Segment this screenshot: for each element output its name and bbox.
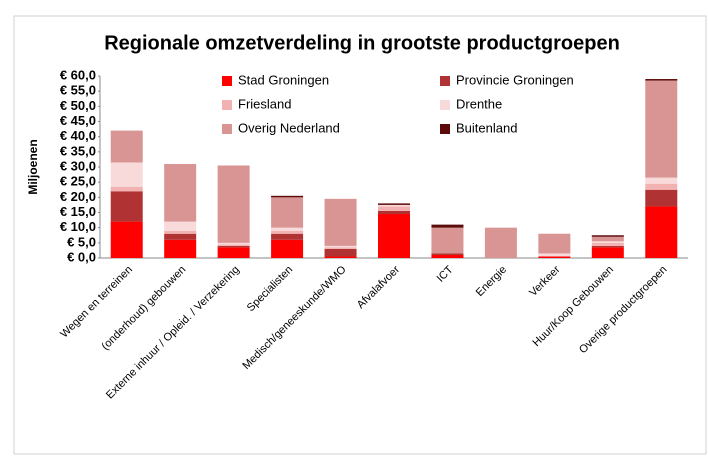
bar-segment <box>538 233 571 254</box>
y-tick-label: € 60,0 <box>60 67 96 82</box>
y-tick-label: € 35,0 <box>60 143 96 158</box>
legend-swatch <box>440 100 450 110</box>
bar-segment <box>484 227 517 258</box>
bar-segment <box>645 189 678 207</box>
bar-segment <box>378 210 410 215</box>
y-tick-label: € 40,0 <box>60 128 96 143</box>
bar-segment <box>645 206 678 258</box>
legend-label: Stad Groningen <box>238 72 329 87</box>
y-tick-label: € 30,0 <box>60 158 96 173</box>
y-tick-label: € 0,0 <box>67 249 96 264</box>
bar-segment <box>110 130 143 163</box>
bar-segment <box>591 245 624 248</box>
bar-segment <box>164 230 197 234</box>
y-tick-label: € 50,0 <box>60 98 96 113</box>
bar-segment <box>164 163 197 222</box>
legend-label: Buitenland <box>456 120 517 135</box>
bar-segment <box>271 239 304 258</box>
bar-segment <box>378 204 410 207</box>
y-axis-label: Miljoenen <box>26 139 40 194</box>
bar-segment <box>645 80 678 178</box>
bar-segment <box>271 233 304 240</box>
legend-swatch <box>222 76 232 86</box>
bar-segment <box>110 162 143 187</box>
legend-label: Overig Nederland <box>238 120 340 135</box>
y-tick-label: € 10,0 <box>60 219 96 234</box>
bar-segment <box>591 247 624 258</box>
legend-swatch <box>222 124 232 134</box>
bar-segment <box>591 241 624 243</box>
bar-segment <box>591 242 624 246</box>
bar-segment <box>217 244 250 246</box>
bar-segment <box>164 221 197 231</box>
bar-segment <box>271 195 304 198</box>
bar-segment <box>431 254 464 258</box>
bar-segment <box>538 256 571 258</box>
bar-segment <box>110 221 143 258</box>
legend-label: Friesland <box>238 96 291 111</box>
y-tick-label: € 15,0 <box>60 204 96 219</box>
bar-segment <box>378 214 410 258</box>
bar-segment <box>324 245 357 248</box>
legend-swatch <box>440 124 450 134</box>
bar-segment <box>110 186 143 192</box>
bar-segment <box>164 233 197 240</box>
legend-label: Drenthe <box>456 96 502 111</box>
bar-segment <box>431 227 464 254</box>
y-tick-label: € 55,0 <box>60 83 96 98</box>
bar-segment <box>645 177 678 184</box>
y-tick-label: € 45,0 <box>60 113 96 128</box>
bar-segment <box>271 227 304 231</box>
bar-segment <box>378 206 410 211</box>
bar-segment <box>324 247 357 249</box>
bar-segment <box>324 248 357 257</box>
bar-segment <box>271 230 304 234</box>
bar-segment <box>217 247 250 258</box>
bar-segment <box>645 79 678 81</box>
bar-segment <box>324 198 357 246</box>
legend-swatch <box>440 76 450 86</box>
bar-segment <box>164 239 197 258</box>
bar-segment <box>217 165 250 243</box>
bar-segment <box>217 245 250 248</box>
y-tick-label: € 5,0 <box>67 234 96 249</box>
y-tick-label: € 25,0 <box>60 174 96 189</box>
legend-label: Provincie Groningen <box>456 72 574 87</box>
chart-title: Regionale omzetverdeling in grootste pro… <box>104 32 620 54</box>
bar-segment <box>431 253 464 255</box>
bar-segment <box>645 183 678 190</box>
bar-segment <box>591 236 624 242</box>
bar-segment <box>591 235 624 237</box>
bar-segment <box>271 197 304 228</box>
bar-segment <box>538 253 571 257</box>
bar-segment <box>431 224 464 228</box>
bar-segment <box>217 242 250 245</box>
legend-swatch <box>222 100 232 110</box>
y-tick-label: € 20,0 <box>60 189 96 204</box>
bar-segment <box>378 203 410 205</box>
bar-segment <box>324 256 357 258</box>
bar-segment <box>110 191 143 222</box>
